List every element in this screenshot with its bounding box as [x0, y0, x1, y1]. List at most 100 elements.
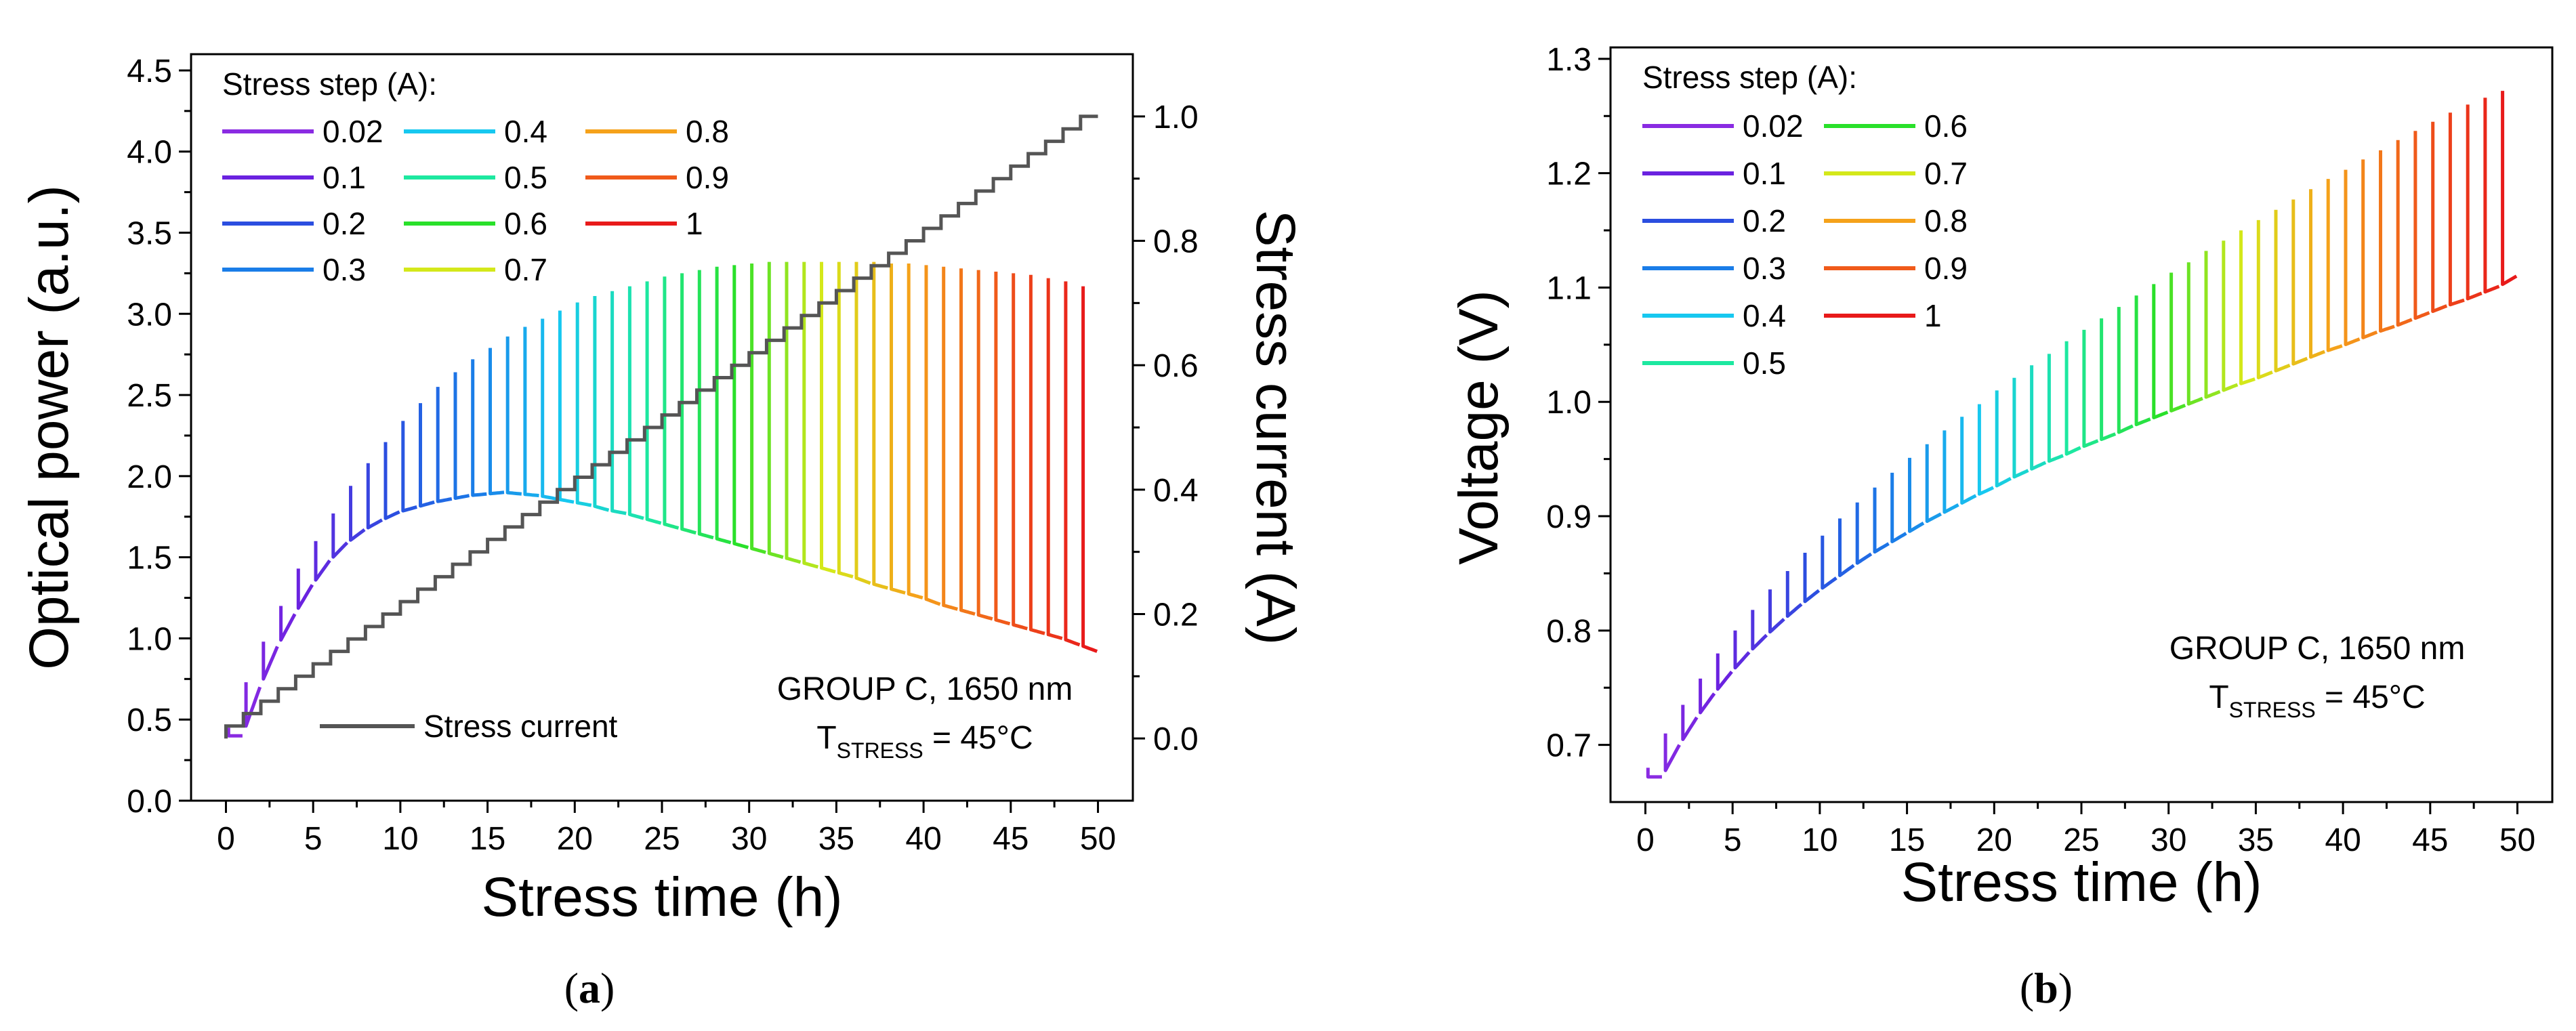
step-segment	[942, 266, 958, 611]
step-segment	[489, 348, 505, 496]
step-segment	[1943, 430, 1959, 514]
y-tick-label: 3.5	[127, 216, 172, 252]
step-segment	[453, 372, 470, 500]
step-segment	[2326, 179, 2343, 352]
panel-a-ylabel: Optical power (a.u.)	[18, 185, 80, 670]
step-segment	[471, 359, 487, 497]
step-segment	[244, 682, 262, 728]
step-segment	[785, 261, 802, 564]
x-tick-label: 0	[1636, 822, 1655, 858]
x-tick-label: 15	[470, 821, 505, 857]
legend-label: 0.5	[504, 160, 547, 195]
step-segment	[2239, 230, 2256, 385]
step-segment	[1064, 281, 1081, 647]
step-segment	[802, 261, 819, 569]
panel-a-xlabel: Stress time (h)	[481, 866, 842, 928]
step-segment	[820, 261, 836, 574]
y2-tick-label: 0.8	[1153, 224, 1199, 260]
legend-label: 0.2	[323, 206, 366, 241]
step-segment	[419, 403, 435, 508]
step-segment	[1803, 553, 1821, 604]
step-segment	[750, 264, 766, 554]
y-tick-label: 1.0	[127, 621, 172, 657]
step-segment	[697, 270, 714, 540]
step-segment	[680, 273, 697, 535]
x-tick-label: 15	[1889, 822, 1925, 858]
step-segment	[1733, 630, 1751, 670]
step-segment	[2134, 295, 2151, 427]
y-tick-label: 1.1	[1546, 270, 1592, 306]
step-segment	[976, 270, 993, 621]
step-segment	[1960, 417, 1977, 505]
x-tick-label: 0	[217, 821, 235, 857]
step-segment	[279, 606, 297, 642]
panel-a-chart: 0 5 10 15 20 25 30 35 40 45 50 0.0 0.5 1.0 1.5 2.0 2.5 3.…	[18, 53, 1306, 1012]
x-tick-label: 40	[2325, 822, 2361, 858]
legend-title: Stress step (A):	[222, 66, 437, 102]
step-segment	[1768, 589, 1785, 634]
step-segment	[349, 486, 366, 542]
step-segment	[2431, 121, 2448, 314]
step-segment	[523, 327, 539, 498]
x-tick-label: 40	[905, 821, 941, 857]
step-segment	[2344, 169, 2361, 346]
step-segment	[226, 728, 243, 738]
panel-b-annotation-temp: TSTRESS = 45°C	[2209, 679, 2425, 722]
panel-b-caption: (b)	[2020, 964, 2073, 1012]
x-tick-label: 30	[2151, 822, 2186, 858]
y-tick-label: 2.5	[127, 378, 172, 414]
step-segment	[2501, 91, 2518, 287]
y-tick-label: 1.0	[1546, 385, 1592, 421]
step-segment	[2413, 131, 2430, 320]
legend-label: 0.6	[1924, 108, 1968, 144]
step-segment	[2274, 209, 2291, 373]
step-segment	[1995, 390, 2012, 488]
y-tick-label: 1.5	[127, 541, 172, 576]
panel-b-xlabel: Stress time (h)	[1900, 851, 2262, 913]
stress-current-line	[224, 114, 1098, 739]
legend-label: 0.5	[1743, 345, 1786, 381]
legend-label: 1	[686, 206, 703, 241]
y2-tick-label: 0.0	[1153, 721, 1199, 757]
legend-title: Stress step (A):	[1642, 60, 1857, 95]
step-segment	[1838, 518, 1855, 577]
step-segment	[2012, 377, 2029, 479]
legend-label: 0.2	[1743, 203, 1786, 238]
step-segment	[907, 264, 923, 599]
step-segment	[1821, 535, 1837, 590]
legend-label: 0.1	[1743, 156, 1786, 191]
panel-a-series	[224, 114, 1098, 739]
step-segment	[262, 641, 279, 681]
step-segment	[2082, 329, 2099, 448]
step-segment	[541, 318, 557, 501]
x-tick-label: 10	[382, 821, 418, 857]
panel-a-ticks: 0 5 10 15 20 25 30 35 40 45 50 0.0 0.5 1.0 1.5 2.0 2.5 3.…	[127, 54, 1198, 857]
x-tick-label: 10	[1802, 822, 1837, 858]
step-segment	[383, 442, 400, 520]
step-segment	[2291, 199, 2308, 366]
step-segment	[1977, 404, 1995, 496]
legend-label: 0.7	[1924, 156, 1968, 191]
step-segment	[331, 513, 349, 559]
y-tick-label: 0.9	[1546, 499, 1592, 535]
legend-label: 0.9	[1924, 251, 1968, 286]
step-segment	[1908, 457, 1925, 533]
legend-label: 0.02	[1743, 108, 1804, 144]
step-segment	[2204, 251, 2221, 399]
step-segment	[1699, 678, 1716, 715]
panel-b-ticks: 0 5 10 15 20 25 30 35 40 45 50 0.7 0.8 0.9 1.0 1.1 1.2 1.…	[1546, 42, 2535, 858]
step-segment	[2186, 262, 2203, 406]
y-tick-label: 0.8	[1546, 614, 1592, 650]
step-segment	[854, 261, 871, 585]
step-segment	[2030, 365, 2047, 471]
legend-label: 0.8	[1924, 203, 1968, 238]
step-segment	[1012, 273, 1028, 631]
y-tick-label: 0.7	[1546, 728, 1592, 764]
step-segment	[1716, 653, 1733, 691]
step-segment	[627, 286, 644, 520]
panel-a-legend: Stress step (A): 0.02 0.1 0.2 0.3 0.4 0.5 0.6 0.…	[222, 66, 729, 287]
step-segment	[575, 302, 592, 507]
legend-label: 1	[1924, 298, 1942, 333]
y-tick-label: 4.5	[127, 54, 172, 89]
legend-label: 0.3	[323, 252, 366, 287]
